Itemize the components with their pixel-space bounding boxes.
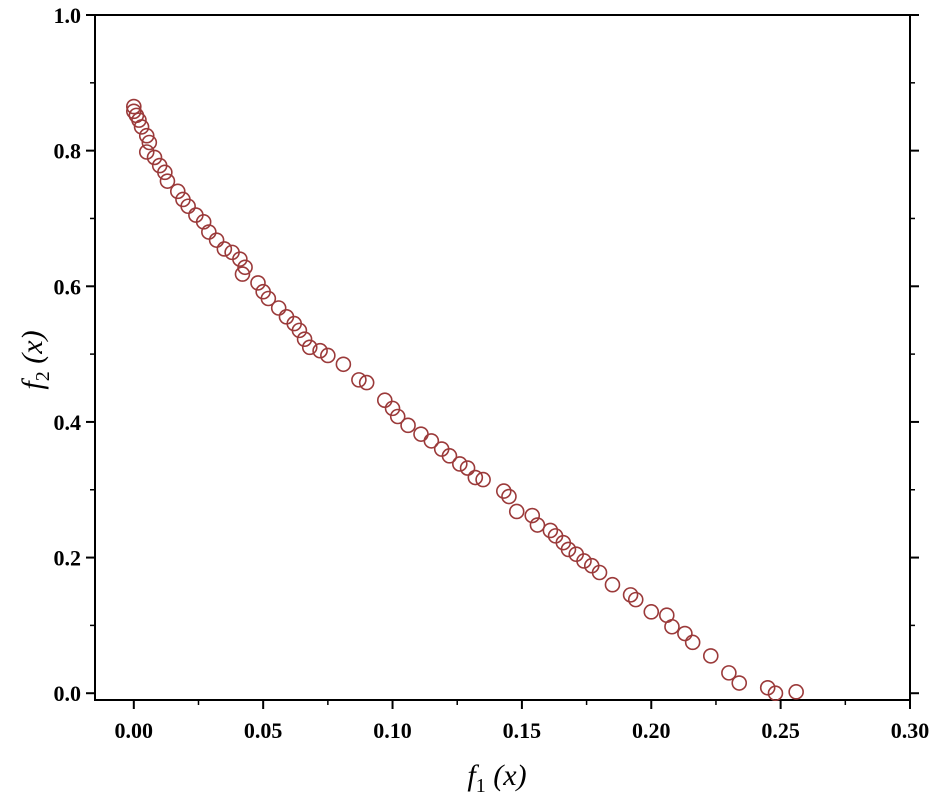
y-axis-label-sub: 2	[32, 371, 54, 381]
data-point	[677, 625, 693, 642]
data-point	[250, 275, 266, 291]
data-point	[312, 342, 328, 359]
data-point	[643, 604, 660, 620]
data-point	[622, 587, 639, 603]
data-point	[138, 144, 155, 160]
x-tick-label: 0.10	[373, 718, 412, 743]
data-point	[441, 448, 458, 464]
data-point	[270, 300, 287, 316]
data-point	[234, 266, 251, 282]
x-axis-label-sub: 1	[476, 775, 486, 797]
data-point	[576, 553, 592, 569]
y-tick-label: 0.6	[54, 274, 82, 299]
y-tick-label: 0.8	[54, 139, 82, 164]
data-point	[157, 164, 173, 181]
y-tick-label: 0.2	[54, 546, 82, 571]
plot-border	[94, 14, 911, 701]
data-point	[508, 503, 525, 520]
data-point	[376, 392, 393, 409]
data-point	[216, 241, 233, 257]
data-point	[201, 224, 217, 240]
x-tick-label: 0.20	[632, 718, 671, 743]
data-point	[237, 259, 253, 276]
data-point	[501, 488, 517, 505]
x-tick-label: 0.15	[503, 718, 542, 743]
data-point	[684, 634, 701, 651]
data-point	[126, 98, 142, 115]
y-tick-label: 1.0	[54, 3, 82, 28]
data-point	[296, 331, 313, 347]
data-point	[627, 591, 644, 608]
data-point	[400, 417, 416, 434]
data-point	[604, 576, 621, 593]
data-point	[208, 232, 225, 248]
data-point	[159, 173, 176, 189]
data-point	[664, 618, 680, 635]
data-point	[232, 251, 248, 267]
x-axis-ticks: 0.00 0.05 0.10 0.15 0.20 0.25 0.30	[115, 700, 930, 743]
data-point	[759, 679, 776, 696]
x-axis-label: f1 (x)	[467, 759, 526, 797]
y-axis-label: f2 (x)	[16, 330, 54, 389]
data-point	[141, 134, 158, 151]
y-axis-label-arg: (x)	[16, 330, 49, 371]
data-point	[384, 400, 401, 417]
data-point	[788, 684, 804, 700]
x-tick-label: 0.30	[891, 718, 930, 743]
data-point	[126, 103, 142, 120]
data-point	[320, 347, 336, 364]
data-point	[138, 127, 155, 144]
data-point	[560, 541, 577, 558]
x-tick-label: 0.00	[115, 718, 154, 743]
data-point	[335, 356, 352, 373]
data-point	[291, 322, 308, 339]
x-tick-label: 0.05	[244, 718, 283, 743]
data-points	[126, 98, 804, 702]
data-point	[260, 290, 277, 307]
data-point	[767, 685, 784, 702]
data-point	[542, 522, 559, 539]
data-point	[423, 433, 440, 449]
y-axis-ticks: 0.0 0.2 0.4 0.6 0.8 1.0	[54, 3, 919, 706]
data-point	[146, 149, 163, 166]
data-point	[180, 198, 196, 215]
data-point	[591, 564, 608, 581]
y-tick-label: 0.4	[54, 410, 82, 435]
data-point	[358, 374, 375, 391]
data-point	[131, 112, 147, 128]
data-point	[413, 426, 429, 442]
y-tick-label: 0.0	[54, 681, 82, 706]
data-point	[529, 517, 546, 533]
data-point	[389, 408, 406, 425]
data-point	[702, 648, 719, 664]
x-axis-label-arg: (x)	[486, 759, 527, 792]
data-point	[475, 471, 491, 488]
data-point	[133, 119, 150, 135]
x-tick-label: 0.25	[761, 718, 800, 743]
data-point	[452, 456, 468, 472]
data-point	[495, 483, 512, 499]
data-point	[195, 214, 212, 230]
data-point	[301, 339, 318, 356]
data-point	[467, 469, 484, 486]
data-point	[524, 507, 541, 524]
data-point	[169, 183, 186, 200]
plot-frame	[94, 14, 911, 701]
data-point	[721, 665, 737, 681]
data-point	[351, 372, 367, 388]
data-point	[731, 675, 748, 691]
data-point	[459, 460, 476, 476]
